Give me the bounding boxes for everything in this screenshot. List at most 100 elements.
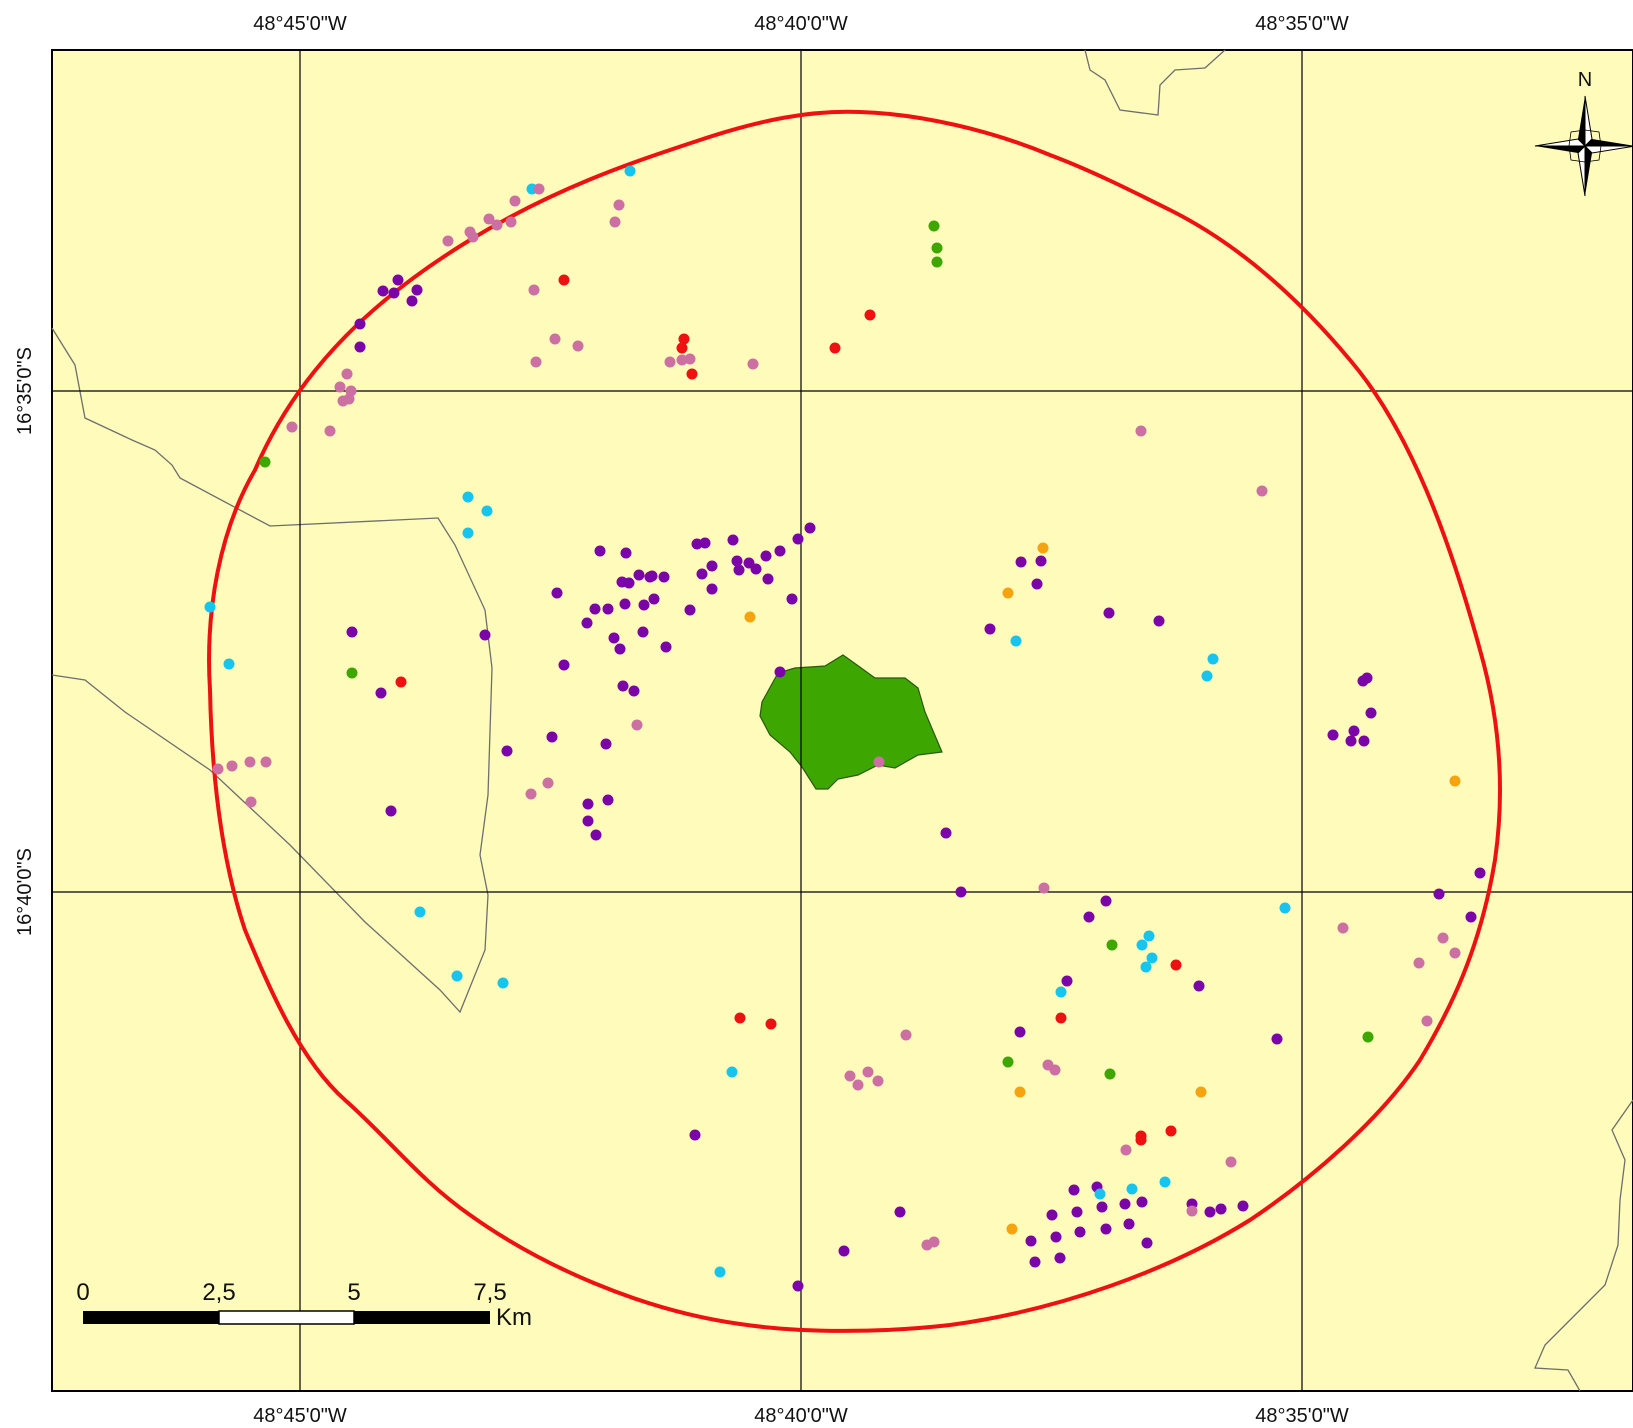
map-point-purple <box>614 643 626 655</box>
map-point-red <box>678 333 690 345</box>
map-point-purple <box>658 571 670 583</box>
map-point-purple <box>1096 1201 1108 1213</box>
map-point-pink <box>1413 957 1425 969</box>
map-point-pink <box>1038 882 1050 894</box>
map-point-pink <box>334 381 346 393</box>
map-point-purple <box>689 1129 701 1141</box>
map-point-purple <box>760 550 772 562</box>
map-point-pink <box>549 333 561 345</box>
map-point-pink <box>260 756 272 768</box>
map-point-purple <box>792 1280 804 1292</box>
map-point-purple <box>406 295 418 307</box>
scale-tick-2: 5 <box>347 1279 360 1306</box>
map-point-pink <box>684 353 696 365</box>
map-point-pink <box>528 284 540 296</box>
map-point-purple <box>1327 729 1339 741</box>
map-point-purple <box>1050 1231 1062 1243</box>
map-point-purple <box>792 533 804 545</box>
map-point-purple <box>774 666 786 678</box>
map-point-purple <box>1348 725 1360 737</box>
map-point-red <box>765 1018 777 1030</box>
map-point-pink <box>852 1079 864 1091</box>
map-point-purple <box>706 560 718 572</box>
map-point-pink <box>542 777 554 789</box>
map-point-purple <box>628 685 640 697</box>
map-point-purple <box>1433 888 1445 900</box>
map-point-purple <box>589 603 601 615</box>
map-point-cyan <box>1126 1183 1138 1195</box>
map-point-purple <box>646 570 658 582</box>
map-point-cyan <box>1140 961 1152 973</box>
map-point-purple <box>1465 911 1477 923</box>
map-point-purple <box>619 598 631 610</box>
map-point-green <box>259 456 271 468</box>
map-point-pink <box>505 216 517 228</box>
map-point-orange <box>1002 587 1014 599</box>
map-point-purple <box>385 805 397 817</box>
map-point-green <box>928 220 940 232</box>
map-point-purple <box>602 794 614 806</box>
map-point-cyan <box>414 906 426 918</box>
map-point-pink <box>873 756 885 768</box>
map-point-purple <box>1014 1026 1026 1038</box>
map-point-pink <box>613 199 625 211</box>
map-point-green <box>1362 1031 1374 1043</box>
map-point-purple <box>786 593 798 605</box>
map-point-purple <box>501 745 513 757</box>
map-point-purple <box>648 593 660 605</box>
map-point-pink <box>664 356 676 368</box>
map-point-purple <box>1061 975 1073 987</box>
map-point-purple <box>684 604 696 616</box>
map-point-cyan <box>1055 986 1067 998</box>
map-point-purple <box>346 626 358 638</box>
scale-tick-0: 0 <box>76 1279 89 1306</box>
map-point-pink <box>900 1029 912 1041</box>
map-point-cyan <box>726 1066 738 1078</box>
graticule-lines <box>52 50 1633 1391</box>
map-point-cyan <box>451 970 463 982</box>
map-point-purple <box>1103 607 1115 619</box>
map-point-purple <box>479 629 491 641</box>
map-point-pink <box>341 368 353 380</box>
map-point-orange <box>1037 542 1049 554</box>
map-point-cyan <box>1146 952 1158 964</box>
map-point-purple <box>1271 1033 1283 1045</box>
map-point-pink <box>467 231 479 243</box>
map-point-red <box>1135 1134 1147 1146</box>
map-point-purple <box>354 318 366 330</box>
map-point-purple <box>1123 1218 1135 1230</box>
central-polygon <box>759 654 943 790</box>
map-point-pink <box>324 425 336 437</box>
map-point-pink <box>844 1070 856 1082</box>
map-point-pink <box>747 358 759 370</box>
map-point-cyan <box>497 977 509 989</box>
map-point-purple <box>894 1206 906 1218</box>
map-point-pink <box>928 1236 940 1248</box>
map-point-pink <box>483 213 495 225</box>
map-point-purple <box>955 886 967 898</box>
map-point-orange <box>1195 1086 1207 1098</box>
map-point-purple <box>551 587 563 599</box>
map-point-purple <box>1025 1235 1037 1247</box>
map-point-green <box>1106 939 1118 951</box>
map-point-purple <box>984 623 996 635</box>
map-point-green <box>1002 1056 1014 1068</box>
map-point-orange <box>1449 775 1461 787</box>
lat-label-1: 16°35'0"S <box>14 347 36 435</box>
scale-bar: 0 2,5 5 7,5 Km <box>76 1279 532 1331</box>
lon-label-bottom-3: 48°35'0"W <box>1255 1405 1349 1427</box>
map-point-pink <box>509 195 521 207</box>
map-point-pink <box>676 354 688 366</box>
map-point-purple <box>733 564 745 576</box>
map-point-pink <box>491 219 503 231</box>
map-point-pink <box>872 1075 884 1087</box>
map-point-purple <box>590 829 602 841</box>
map-point-purple <box>727 534 739 546</box>
map-point-red <box>864 309 876 321</box>
map-point-orange <box>744 611 756 623</box>
map-point-pink <box>245 796 257 808</box>
map-point-cyan <box>462 527 474 539</box>
map-point-purple <box>623 577 635 589</box>
map-point-cyan <box>1201 670 1213 682</box>
